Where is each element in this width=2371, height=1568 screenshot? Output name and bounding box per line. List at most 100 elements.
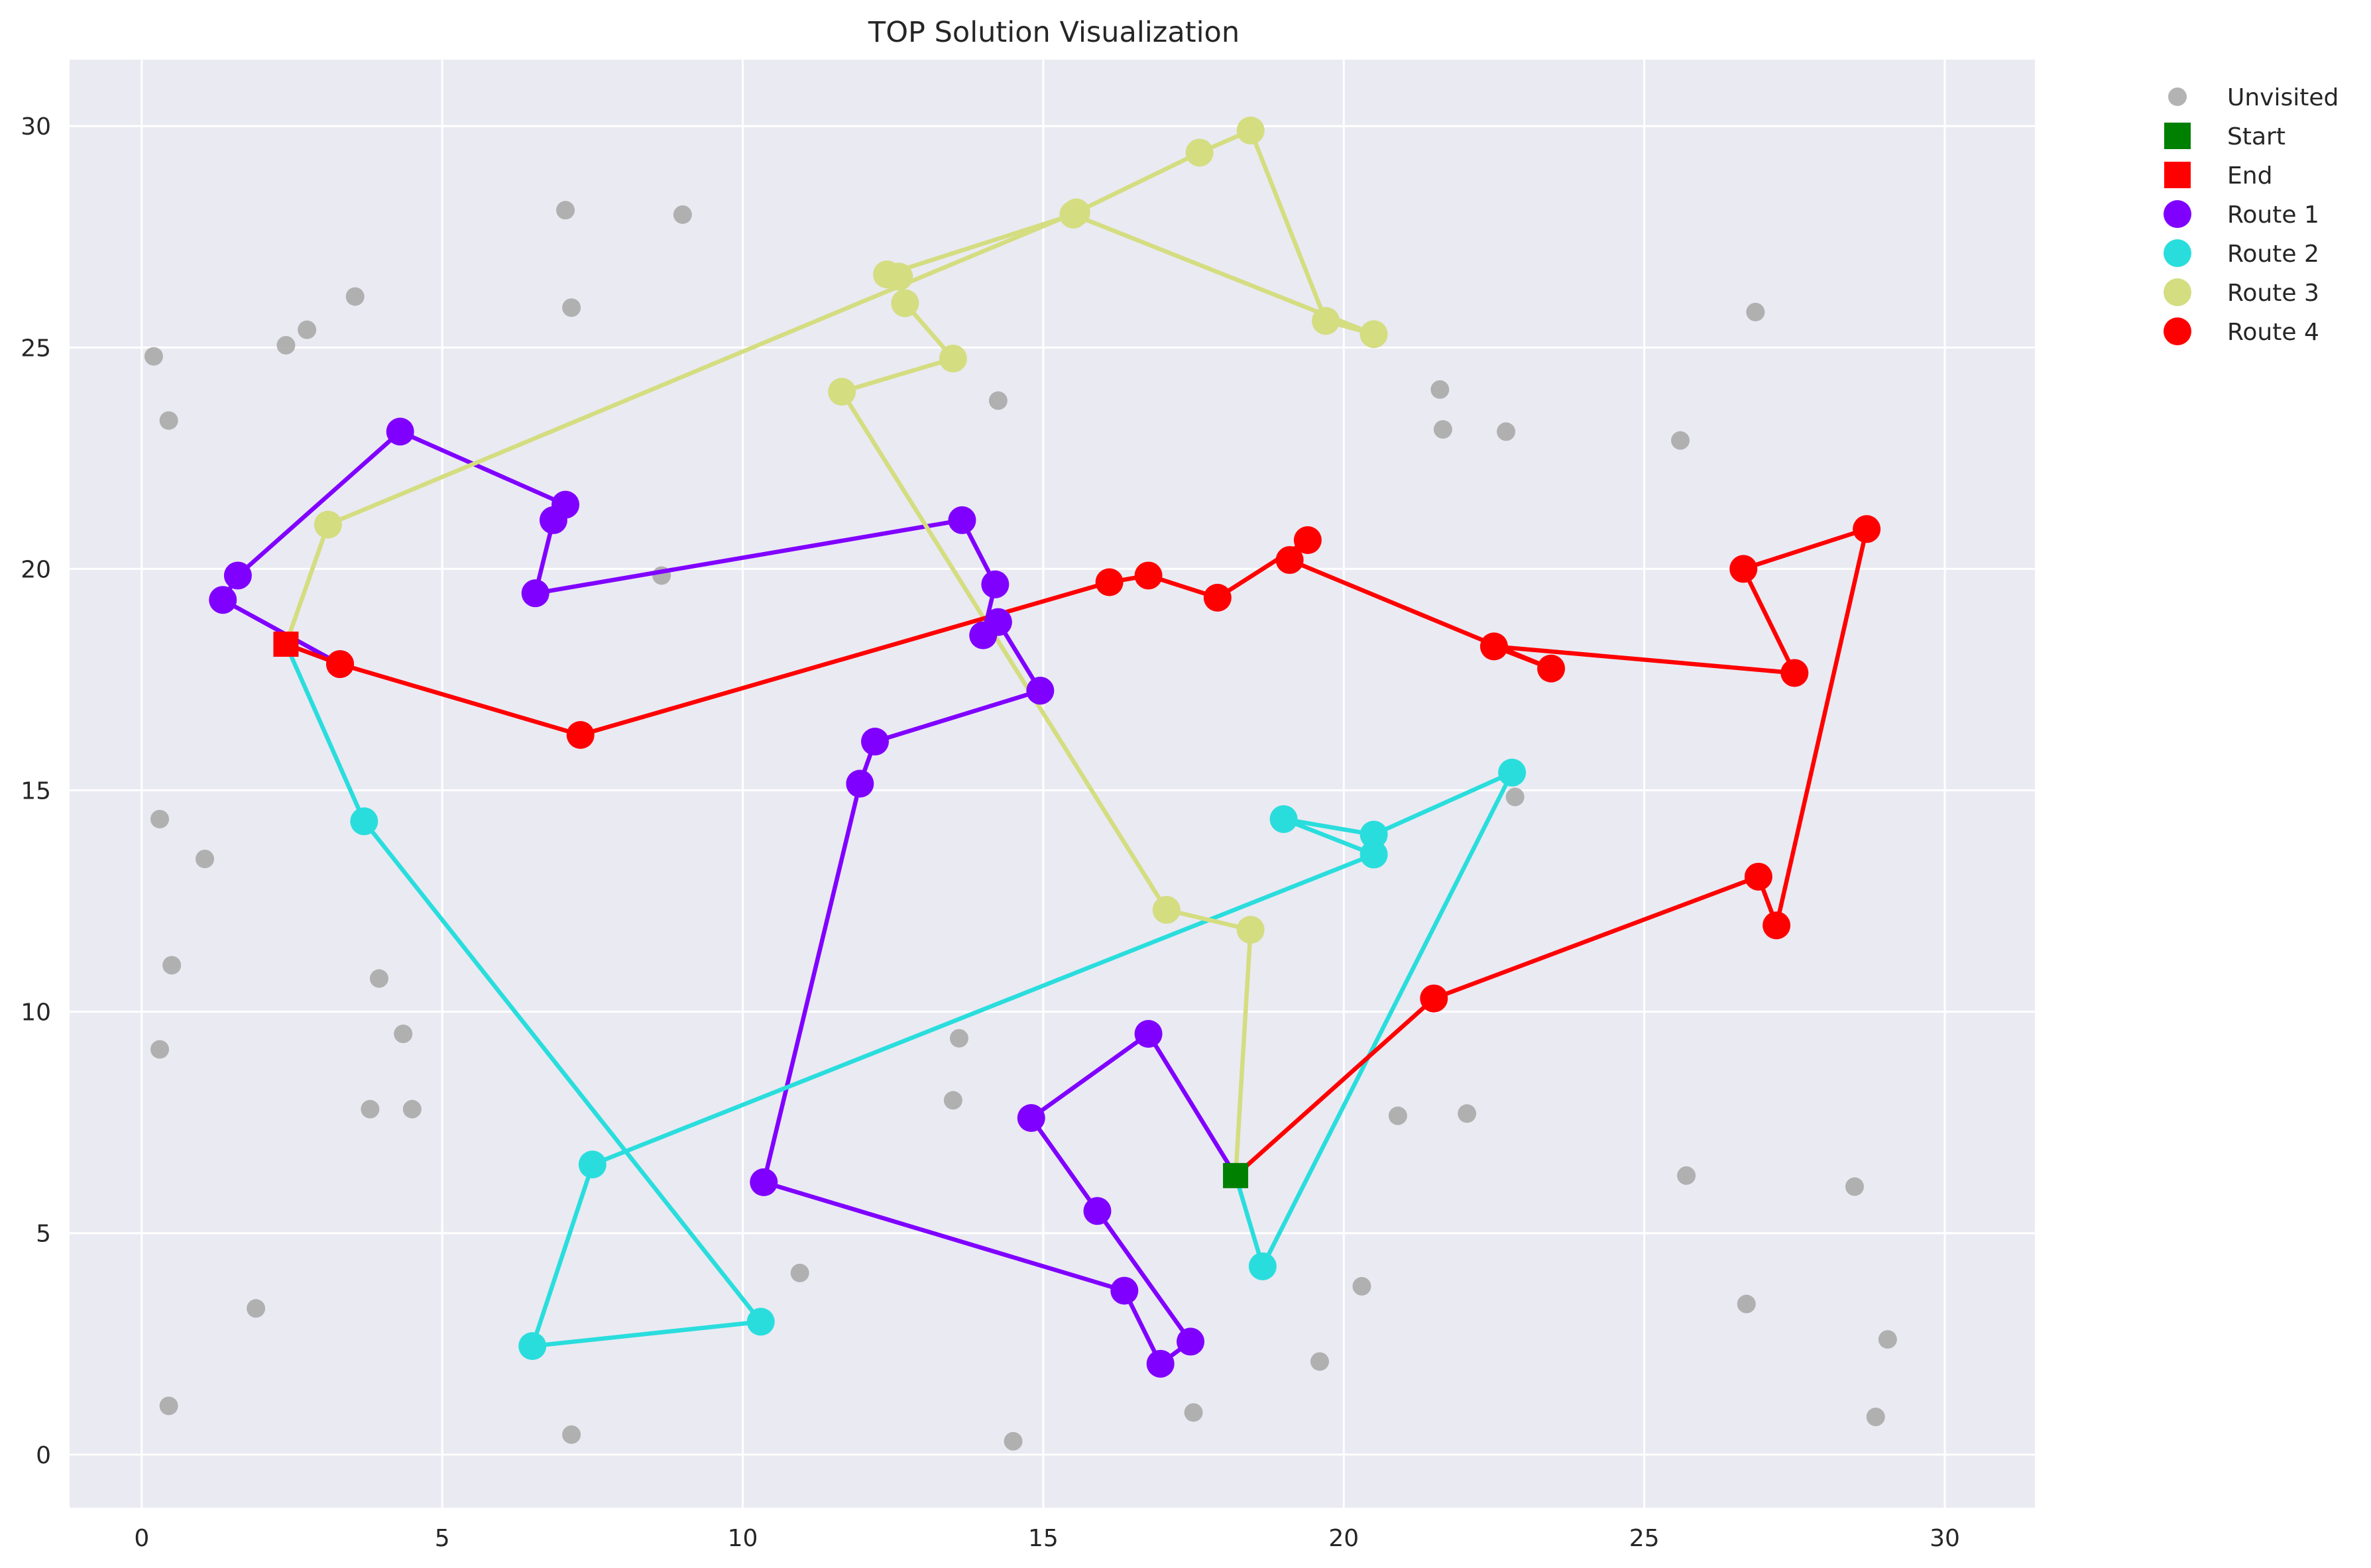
- route-1-point: [223, 561, 252, 590]
- x-tick-label: 30: [1930, 1525, 1960, 1552]
- y-tick-label: 15: [21, 778, 51, 805]
- route-1-point: [1146, 1349, 1175, 1378]
- unvisited-point: [1746, 302, 1765, 321]
- route-1-point: [1177, 1327, 1205, 1356]
- route-2-point: [350, 807, 378, 836]
- unvisited-point: [943, 1091, 962, 1110]
- route-1-point: [521, 579, 549, 608]
- route-2-point: [1248, 1252, 1277, 1280]
- route-3-point: [891, 289, 919, 317]
- legend-marker: [2168, 87, 2187, 106]
- unvisited-point: [150, 809, 170, 828]
- route-4-point: [566, 720, 595, 749]
- legend-label: Route 2: [2227, 241, 2319, 268]
- route-1-point: [861, 728, 890, 756]
- route-3-point: [314, 510, 342, 539]
- route-3-point: [1152, 895, 1181, 924]
- y-tick-label: 30: [21, 113, 51, 140]
- unvisited-point: [1671, 431, 1690, 450]
- unvisited-point: [247, 1299, 266, 1318]
- legend-label: Route 3: [2227, 280, 2319, 307]
- route-1-point: [1017, 1103, 1045, 1132]
- unvisited-point: [159, 1396, 178, 1416]
- unvisited-point: [1184, 1403, 1203, 1422]
- route-3-point: [1185, 139, 1214, 167]
- route-4-point: [1729, 555, 1758, 583]
- route-2-point: [1498, 758, 1527, 787]
- legend-marker: [2164, 317, 2191, 345]
- route-1-point: [1026, 677, 1055, 705]
- route-1-point: [1134, 1020, 1163, 1048]
- route-1-point: [846, 769, 874, 798]
- unvisited-point: [369, 969, 388, 988]
- route-4-point: [1293, 526, 1322, 554]
- x-tick-label: 25: [1629, 1525, 1660, 1552]
- unvisited-point: [1430, 380, 1450, 399]
- route-1-point: [750, 1168, 778, 1196]
- route-4-point: [326, 650, 355, 679]
- y-tick-label: 25: [21, 335, 51, 362]
- legend-label: Unvisited: [2227, 84, 2339, 111]
- x-tick-label: 0: [134, 1525, 149, 1552]
- unvisited-point: [1505, 787, 1525, 807]
- unvisited-point: [276, 335, 296, 355]
- route-1-point: [1110, 1276, 1139, 1305]
- route-1-point: [969, 621, 998, 649]
- unvisited-point: [402, 1099, 422, 1119]
- grid-lines: [70, 60, 2035, 1508]
- route-3-point: [1359, 320, 1388, 349]
- route-4-point: [1420, 984, 1448, 1013]
- unvisited-point: [162, 956, 182, 975]
- unvisited-point: [556, 201, 575, 220]
- unvisited-point: [673, 205, 692, 224]
- unvisited-point: [196, 850, 215, 869]
- route-4-point: [1853, 515, 1881, 543]
- route-2-point: [1359, 840, 1388, 869]
- legend-label: End: [2227, 162, 2272, 190]
- unvisited-point: [562, 1425, 581, 1444]
- route-3-point: [873, 260, 901, 289]
- y-tick-label: 20: [21, 556, 51, 583]
- unvisited-point: [298, 320, 317, 339]
- route-3-point: [939, 345, 967, 373]
- unvisited-point: [790, 1263, 809, 1282]
- unvisited-point: [562, 298, 581, 317]
- unvisited-point: [949, 1029, 968, 1048]
- route-1-point: [386, 418, 414, 446]
- y-tick-label: 0: [36, 1442, 51, 1469]
- unvisited-points: [144, 201, 1897, 1451]
- unvisited-point: [1677, 1166, 1696, 1185]
- route-1-point: [1083, 1197, 1112, 1225]
- unvisited-point: [159, 411, 178, 430]
- chart-title: TOP Solution Visualization: [868, 16, 1240, 49]
- end-marker: [273, 632, 299, 657]
- start-end-markers: [273, 632, 1249, 1188]
- route-3-point: [1062, 198, 1090, 227]
- legend-marker: [2164, 239, 2191, 267]
- route-4-point: [1203, 583, 1232, 612]
- unvisited-point: [1845, 1177, 1864, 1196]
- route-2-point: [746, 1308, 775, 1336]
- route-3-point: [828, 378, 856, 406]
- route-1-point: [551, 490, 580, 519]
- y-tick-label: 5: [36, 1221, 51, 1248]
- route-3-point: [1236, 116, 1265, 144]
- legend: Unvisited Start End Route 1 Route 2 Route 3 Ro…: [2164, 84, 2339, 346]
- route-4-point: [1275, 546, 1304, 575]
- route-1-point: [948, 506, 976, 534]
- route-2-point: [1269, 805, 1298, 833]
- route-2-point: [578, 1150, 607, 1179]
- unvisited-point: [394, 1025, 413, 1044]
- plot-area: [70, 60, 2035, 1508]
- tick-labels: 0 5 10 15 20 25 30 0 5 10 15 20 25 30: [21, 113, 1960, 1552]
- x-tick-label: 5: [435, 1525, 450, 1552]
- route-points: [209, 116, 1881, 1378]
- route-1-point: [981, 570, 1010, 598]
- route-2-point: [1359, 820, 1388, 849]
- unvisited-point: [988, 391, 1008, 410]
- y-tick-label: 10: [21, 999, 51, 1027]
- route-4-point: [1744, 862, 1772, 891]
- route-2-point: [518, 1332, 547, 1361]
- unvisited-point: [1352, 1276, 1371, 1296]
